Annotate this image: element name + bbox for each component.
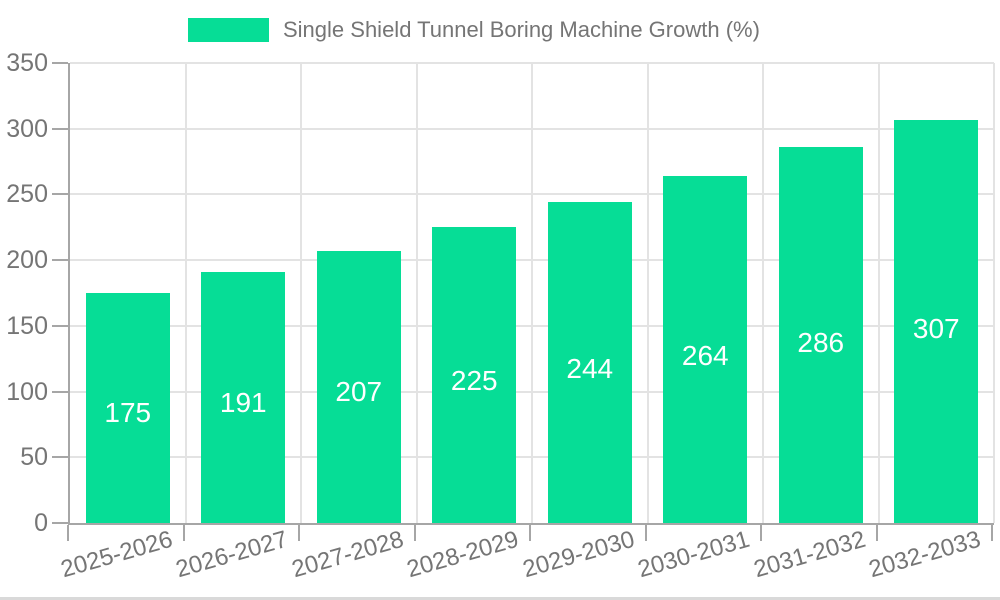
bar: 244 [547,202,632,523]
x-gridline [531,63,533,523]
bar-value-label: 244 [566,353,614,385]
x-tick-label: 2027-2028 [288,525,407,584]
plot-area: 175 191 207 225 244 264 286 307 [68,62,995,525]
x-tick [67,525,69,541]
bar-value-label: 175 [104,396,152,428]
y-tick [52,193,68,196]
x-tick [760,525,762,541]
bar-slot: 191 [186,63,302,523]
y-tick [52,62,68,64]
y-tick [52,456,68,459]
x-tick-label: 2031-2032 [750,525,869,584]
bar: 225 [432,227,517,523]
y-tick [52,390,68,393]
bar-slot: 207 [301,63,417,523]
x-gridline [877,63,880,523]
x-tick-label: 2030-2031 [635,525,753,584]
x-tick-label: 2029-2030 [519,525,638,584]
y-tick-label: 350 [6,49,48,77]
bar-value-label: 307 [912,313,960,345]
bar-value-label: 207 [335,376,383,408]
y-tick [52,259,68,262]
bar: 175 [85,293,170,523]
bar-value-label: 191 [219,386,267,418]
y-tick-label: 200 [6,246,48,275]
x-tick-label: 2032-2033 [866,525,984,584]
x-gridline [184,63,187,523]
y-tick [52,522,68,524]
y-tick-label: 100 [6,377,48,406]
bar: 264 [663,176,748,523]
y-tick-label: 50 [20,443,48,472]
bottom-strip [0,597,1000,600]
x-tick [875,525,878,541]
y-tick-label: 250 [6,180,48,209]
x-gridline [762,63,764,523]
legend-swatch [188,18,269,42]
x-gridline [415,63,418,523]
x-tick [644,525,647,541]
x-tick-label: 2026-2027 [173,525,291,584]
bar: 207 [316,250,401,523]
x-gridline [646,63,649,523]
x-tick [991,525,993,541]
x-gridline [300,63,302,523]
bar-slot: 244 [532,63,648,523]
bar: 191 [201,271,286,523]
y-tick-label: 0 [34,509,48,537]
bar-value-label: 286 [797,326,845,358]
x-tick [413,525,416,541]
y-tick-label: 300 [6,114,48,143]
x-tick [529,525,531,541]
y-tick [52,324,68,327]
bar-value-label: 264 [681,340,729,372]
bar-slot: 286 [763,63,879,523]
bar: 307 [894,119,979,523]
chart-legend: Single Shield Tunnel Boring Machine Grow… [188,17,760,43]
x-tick-label: 2028-2029 [404,525,522,584]
bar-slot: 225 [417,63,533,523]
y-tick [52,127,68,130]
x-tick-label: 2025-2026 [57,525,176,584]
x-tick [298,525,300,541]
bar-slot: 307 [879,63,995,523]
bar: 286 [778,147,863,523]
y-tick-label: 150 [6,311,48,340]
legend-label: Single Shield Tunnel Boring Machine Grow… [283,17,760,42]
bar-value-label: 225 [450,365,498,397]
bar-slot: 175 [70,63,186,523]
bars-layer: 175 191 207 225 244 264 286 307 [70,63,994,523]
x-gridline [993,63,995,523]
x-tick [182,525,185,541]
bar-slot: 264 [648,63,764,523]
